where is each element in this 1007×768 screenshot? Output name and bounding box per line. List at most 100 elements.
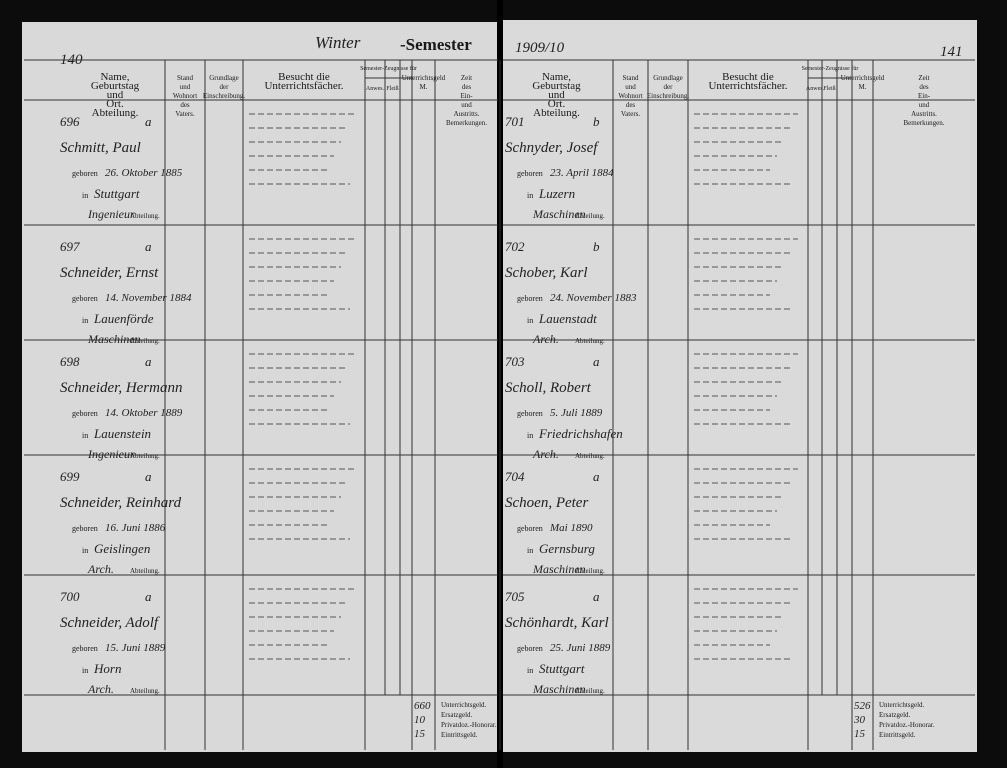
in-label: in bbox=[527, 316, 533, 325]
footer-sum: 526 bbox=[854, 700, 871, 712]
entry-dept: Arch. bbox=[87, 682, 114, 696]
entry-name: Scholl, Robert bbox=[505, 380, 592, 396]
entry-class: a bbox=[593, 354, 600, 369]
entry-name: Schneider, Hermann bbox=[60, 380, 182, 396]
entry-name: Schnyder, Josef bbox=[505, 140, 599, 156]
entry-number: 700 bbox=[60, 589, 80, 604]
entry-dept: Ingenieur bbox=[87, 207, 135, 221]
entry-born: 24. November 1883 bbox=[550, 292, 637, 304]
entry-place: Gernsburg bbox=[539, 541, 595, 556]
in-label: in bbox=[527, 546, 533, 555]
footer-sum: 660 bbox=[414, 700, 431, 712]
entry-number: 705 bbox=[505, 589, 525, 604]
column-header: Anwes. bbox=[806, 86, 825, 92]
born-label: geboren bbox=[72, 524, 98, 533]
born-label: geboren bbox=[72, 169, 98, 178]
footer-sum: 10 bbox=[414, 714, 426, 726]
footer-label: Eintrittsgeld. bbox=[441, 731, 478, 739]
column-header: Stand und Wohnort des Vaters. bbox=[618, 74, 642, 118]
footer-label: Unterrichtsgeld. bbox=[879, 701, 925, 709]
born-label: geboren bbox=[517, 409, 543, 418]
entry-dept: Maschinen bbox=[532, 207, 586, 221]
column-header: Fleiß bbox=[823, 85, 835, 92]
entry-born: 26. Oktober 1885 bbox=[105, 167, 183, 179]
in-label: in bbox=[82, 666, 88, 675]
column-header: Zeit des Ein-und Austritts. Bemerkungen. bbox=[446, 74, 487, 127]
entry-number: 699 bbox=[60, 469, 80, 484]
column-header: Grundlage der Einschreibung. bbox=[203, 74, 245, 100]
entry-class: a bbox=[145, 469, 152, 484]
page-number: 141 bbox=[940, 44, 963, 60]
born-label: geboren bbox=[72, 294, 98, 303]
footer-sum: 15 bbox=[414, 728, 426, 740]
footer-label: Privatdoz.-Honorar. bbox=[879, 721, 935, 729]
dept-label: Abteilung. bbox=[575, 687, 605, 695]
born-label: geboren bbox=[517, 644, 543, 653]
born-label: geboren bbox=[517, 294, 543, 303]
entry-number: 703 bbox=[505, 354, 525, 369]
dept-label: Abteilung. bbox=[130, 567, 160, 575]
dept-label: Abteilung. bbox=[575, 567, 605, 575]
column-header: Name, Geburtstag und Ort. Abteilung. bbox=[91, 71, 140, 119]
entry-born: Mai 1890 bbox=[549, 522, 593, 534]
footer-label: Unterrichtsgeld. bbox=[441, 701, 487, 709]
entry-dept: Arch. bbox=[532, 332, 559, 346]
born-label: geboren bbox=[517, 169, 543, 178]
column-header: Zeit des Ein-und Austritts. Bemerkungen. bbox=[903, 74, 944, 127]
entry-class: a bbox=[593, 469, 600, 484]
entry-born: 23. April 1884 bbox=[550, 167, 614, 179]
entry-number: 698 bbox=[60, 354, 80, 369]
semester: -Semester bbox=[400, 35, 472, 54]
column-header: Besucht die Unterrichtsfächer. bbox=[264, 71, 343, 92]
entry-place: Stuttgart bbox=[539, 661, 585, 676]
entry-dept: Maschinen bbox=[87, 332, 141, 346]
entry-born: 15. Juni 1889 bbox=[105, 642, 166, 654]
in-label: in bbox=[527, 191, 533, 200]
entry-name: Schoen, Peter bbox=[505, 495, 588, 511]
column-header: Semester-Zeugnisse für bbox=[802, 65, 859, 72]
dept-label: Abteilung. bbox=[130, 337, 160, 345]
entry-class: a bbox=[145, 114, 152, 129]
footer-sum: 15 bbox=[854, 728, 866, 740]
entry-name: Schneider, Reinhard bbox=[60, 495, 182, 511]
entry-class: b bbox=[593, 239, 600, 254]
entry-number: 704 bbox=[505, 469, 525, 484]
entry-place: Geislingen bbox=[94, 541, 150, 556]
entry-class: a bbox=[593, 589, 600, 604]
entry-born: 5. Juli 1889 bbox=[550, 407, 603, 419]
entry-dept: Ingenieur bbox=[87, 447, 135, 461]
entry-place: Luzern bbox=[538, 186, 575, 201]
entry-class: a bbox=[145, 239, 152, 254]
entry-class: a bbox=[145, 354, 152, 369]
dept-label: Abteilung. bbox=[575, 212, 605, 220]
entry-born: 25. Juni 1889 bbox=[550, 642, 611, 654]
column-header: Fleiß bbox=[386, 85, 398, 92]
column-header: Semester-Zeugnisse für bbox=[360, 65, 417, 72]
dept-label: Abteilung. bbox=[130, 687, 160, 695]
dept-label: Abteilung. bbox=[130, 212, 160, 220]
column-header: Grundlage der Einschreibung. bbox=[647, 74, 689, 100]
column-header: Name, Geburtstag und Ort. Abteilung. bbox=[532, 71, 581, 119]
column-header: Stand und Wohnort des Vaters. bbox=[173, 74, 197, 118]
column-header: Anwes. bbox=[366, 86, 385, 92]
column-header: Unterrichtsgeld M. bbox=[402, 74, 446, 91]
footer-label: Privatdoz.-Honorar. bbox=[441, 721, 497, 729]
entry-name: Schneider, Ernst bbox=[60, 265, 159, 281]
entry-place: Horn bbox=[93, 661, 121, 676]
footer-label: Ersatzgeld. bbox=[441, 711, 473, 719]
column-header: Besucht die Unterrichtsfächer. bbox=[708, 71, 787, 92]
born-label: geboren bbox=[517, 524, 543, 533]
born-label: geboren bbox=[72, 644, 98, 653]
dept-label: Abteilung. bbox=[575, 337, 605, 345]
entry-class: b bbox=[593, 114, 600, 129]
in-label: in bbox=[82, 546, 88, 555]
entry-class: a bbox=[145, 589, 152, 604]
footer-sum: 30 bbox=[853, 714, 866, 726]
season: Winter bbox=[315, 33, 361, 52]
entry-dept: Maschinen bbox=[532, 682, 586, 696]
year: 1909/10 bbox=[515, 40, 565, 56]
in-label: in bbox=[527, 666, 533, 675]
entry-dept: Arch. bbox=[532, 447, 559, 461]
